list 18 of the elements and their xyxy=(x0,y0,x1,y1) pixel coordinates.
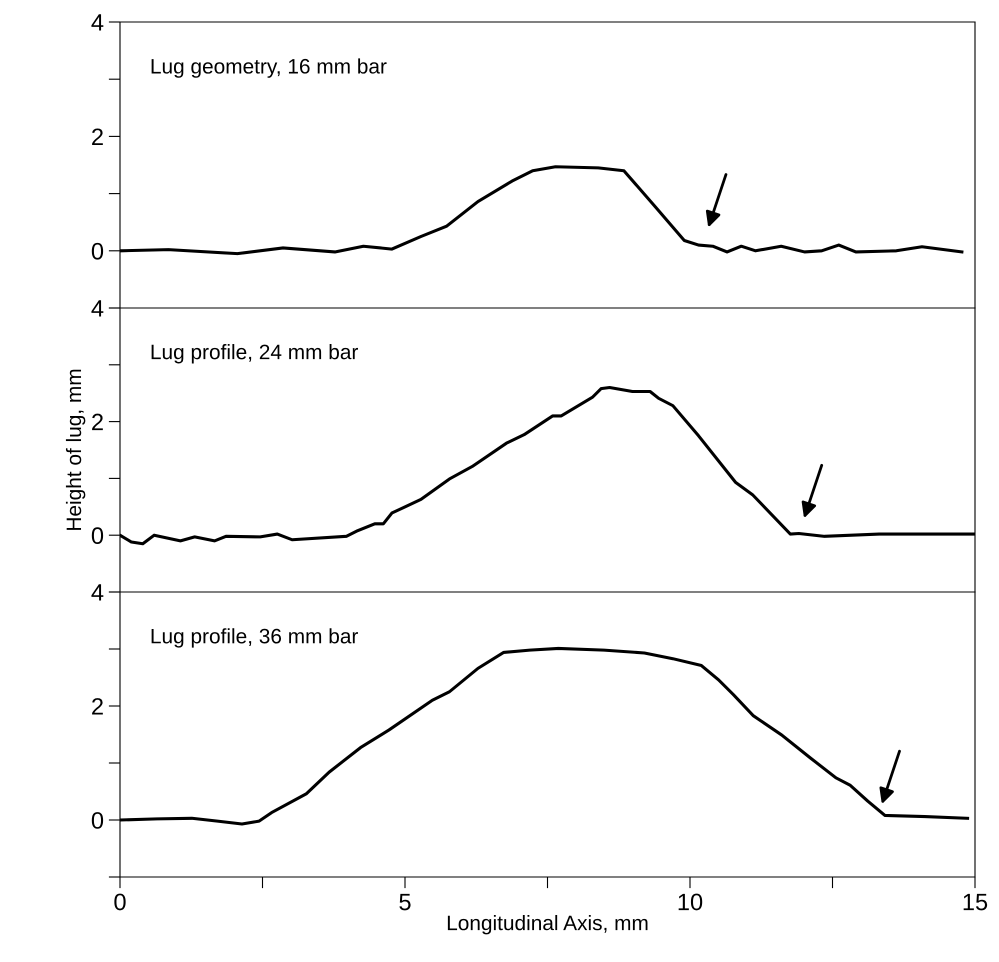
text: Lug geometry, 16 mm bar xyxy=(152,58,387,78)
y-axis-title: Height of lug, mm xyxy=(66,370,86,530)
x-axis-title: Longitudinal Axis, mm xyxy=(448,914,648,934)
y-tick-label: 2 xyxy=(92,414,103,430)
y-tick-label: 2 xyxy=(92,698,103,715)
x-tick-label: 15 xyxy=(964,894,988,910)
x-tick-label: 5 xyxy=(399,894,411,910)
y-tick-label: 4 xyxy=(91,300,104,317)
y-tick-label: 4 xyxy=(91,584,104,601)
x-tick-label: 0 xyxy=(114,894,126,910)
y-tick-label: 0 xyxy=(92,812,104,829)
y-tick-label: 0 xyxy=(92,527,104,544)
text: Lug profile, 24 mm bar xyxy=(152,344,358,364)
x-tick-label: 10 xyxy=(678,894,702,910)
text: Lug profile, 36 mm bar xyxy=(152,628,358,648)
y-tick-label: 2 xyxy=(92,128,103,145)
y-tick-label: 4 xyxy=(91,14,104,31)
y-tick-label: 0 xyxy=(92,242,104,260)
